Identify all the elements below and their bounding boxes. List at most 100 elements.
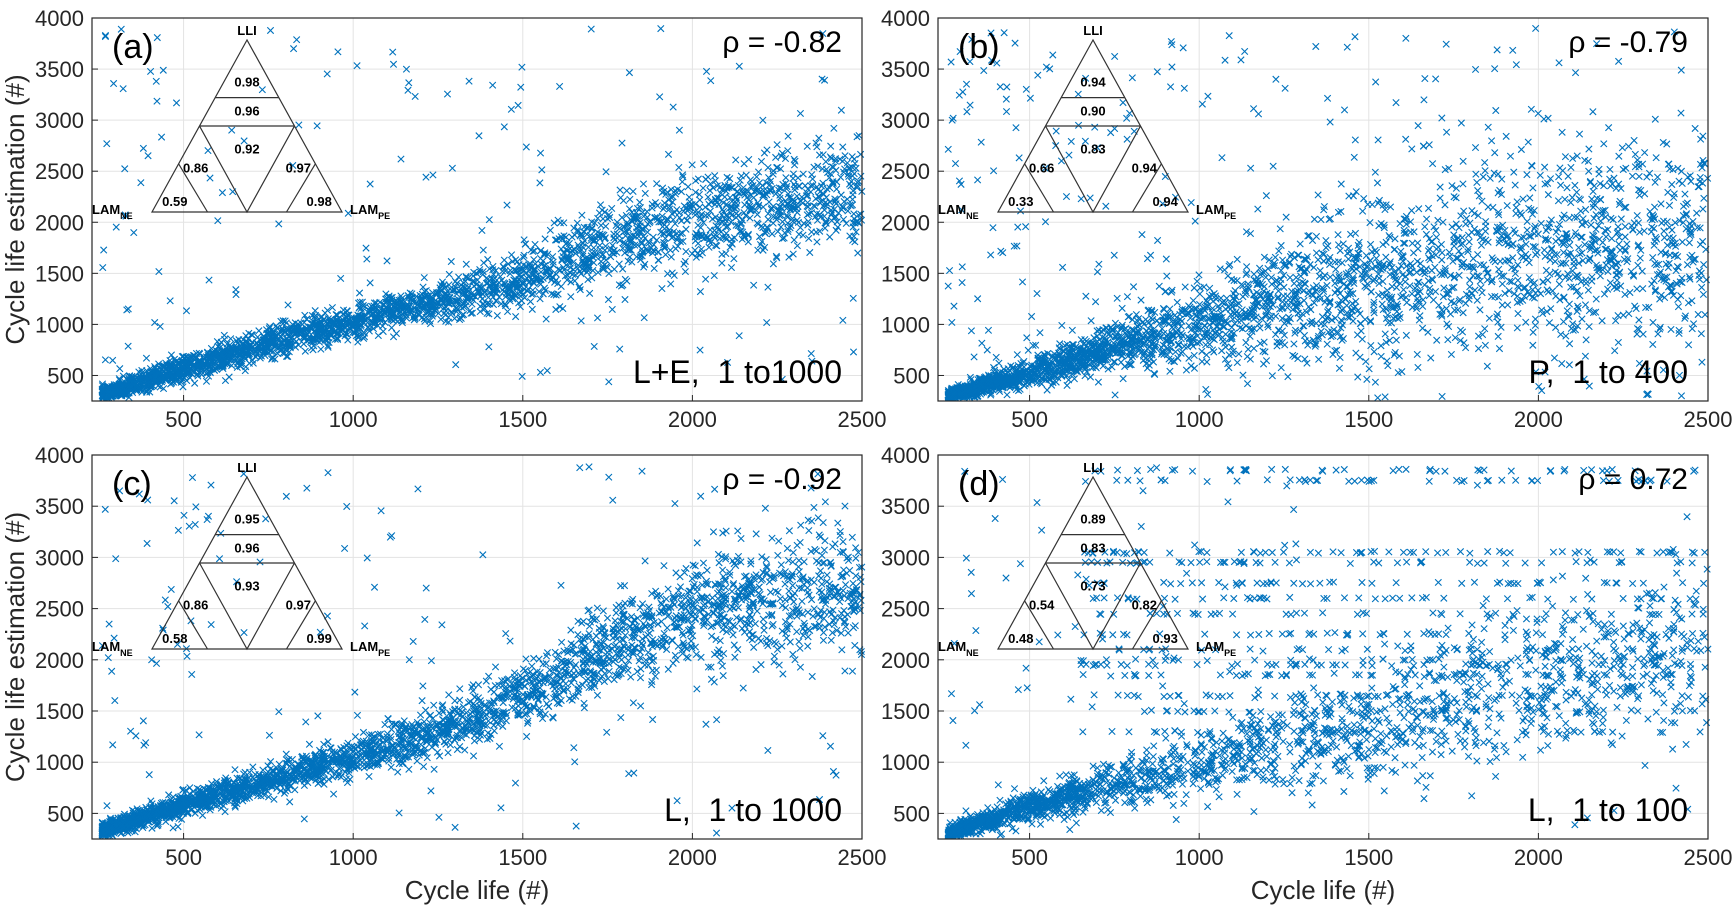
- scatter-point: [528, 290, 536, 298]
- y-tick-label: 1500: [35, 261, 84, 286]
- scatter-point: [702, 275, 710, 283]
- scatter-point: [782, 174, 790, 182]
- scatter-point: [103, 140, 111, 148]
- scatter-point: [536, 149, 545, 157]
- scatter-point: [837, 191, 845, 199]
- scatter-point: [489, 81, 497, 89]
- scatter-point: [323, 70, 331, 78]
- scatter-point: [334, 48, 342, 56]
- scatter-point: [289, 161, 297, 170]
- triangle-top-label: LLI: [237, 23, 257, 38]
- x-tick-label: 1000: [329, 407, 378, 432]
- scatter-point: [842, 219, 850, 227]
- scatter-point: [616, 186, 624, 194]
- scatter-point: [587, 25, 595, 33]
- scatter-point: [519, 253, 528, 262]
- triangle-value-right-inner: 0.97: [286, 160, 311, 175]
- scatter-point: [179, 383, 187, 391]
- scatter-point: [710, 271, 718, 280]
- scatter-point: [137, 179, 145, 187]
- scatter-point: [775, 184, 783, 192]
- scatter-point: [772, 252, 780, 260]
- scatter-point: [366, 279, 374, 287]
- correlation-label: ρ = -0.82: [722, 26, 842, 59]
- scatter-point: [783, 211, 791, 220]
- scatter-point: [707, 77, 715, 85]
- scatter-point: [337, 274, 345, 283]
- scatter-point: [675, 163, 683, 172]
- x-tick-label: 2000: [668, 407, 717, 432]
- scatter-point: [372, 299, 380, 307]
- scatter-point: [781, 154, 790, 163]
- scatter-series: [98, 25, 866, 402]
- scatter-point: [726, 243, 734, 251]
- scatter-point: [658, 284, 666, 293]
- scatter-point: [503, 307, 512, 316]
- scatter-point: [747, 182, 755, 190]
- scatter-point: [793, 242, 801, 250]
- x-tick-label: 500: [165, 407, 202, 432]
- scatter-point: [819, 29, 827, 38]
- y-axis-label: Cycle life estimation (#): [0, 74, 30, 344]
- scatter-point: [670, 271, 678, 279]
- triangle-value-top1: 0.98: [234, 74, 259, 89]
- scatter-point: [718, 259, 726, 267]
- y-tick-label: 2000: [35, 210, 84, 235]
- scatter-point: [852, 228, 860, 236]
- scatter-point: [676, 230, 685, 238]
- scatter-point: [155, 267, 163, 276]
- scatter-point: [735, 62, 743, 70]
- scatter-point: [475, 132, 483, 140]
- scatter-point: [854, 249, 862, 257]
- scatter-point: [785, 253, 793, 261]
- triangle-value-left-inner: 0.86: [183, 160, 208, 175]
- scatter-point: [838, 202, 846, 210]
- scatter-point: [603, 214, 612, 223]
- scatter-point: [777, 223, 785, 231]
- scatter-point: [496, 273, 504, 281]
- panel-0: 500 1000 1500 2000 2500500100015002000250030…: [0, 6, 886, 432]
- triangle-value-left-corner: 0.59: [162, 194, 187, 209]
- y-tick-label: 500: [47, 363, 84, 388]
- y-tick-label: 1000: [35, 312, 84, 337]
- scatter-point: [447, 257, 455, 266]
- y-tick-label: 3000: [35, 108, 84, 133]
- scatter-point: [284, 301, 292, 309]
- scatter-point: [854, 217, 862, 225]
- scatter-point: [789, 217, 797, 225]
- scatter-point: [382, 290, 390, 298]
- scatter-point: [639, 180, 648, 188]
- x-tick-label: 2500: [838, 407, 887, 432]
- scatter-point: [854, 177, 862, 185]
- triangle-value-center: 0.92: [234, 142, 259, 157]
- scatter-point: [151, 318, 159, 327]
- scatter-point: [411, 92, 419, 101]
- scatter-point: [485, 216, 493, 224]
- scatter-point: [845, 163, 854, 172]
- panel-1: 500 1000 1500 2000 2500500100015002000250030…: [881, 6, 1732, 432]
- scatter-point: [429, 171, 437, 179]
- scatter-point: [405, 79, 413, 87]
- y-tick-label: 2500: [35, 159, 84, 184]
- scatter-point: [130, 228, 138, 237]
- y-tick-label: 3500: [35, 57, 84, 82]
- scatter-point: [623, 187, 631, 195]
- scatter-point: [518, 63, 526, 71]
- triangle-value-right-corner: 0.98: [307, 194, 332, 209]
- scatter-point: [594, 268, 602, 276]
- panel-label: (a): [112, 28, 154, 66]
- scatter-point: [851, 159, 859, 168]
- scatter-point: [608, 305, 616, 314]
- scatter-point: [166, 297, 174, 305]
- scatter-point: [301, 311, 309, 319]
- scatter-point: [478, 226, 486, 235]
- y-tick-label: 4000: [35, 6, 84, 31]
- scatter-point: [754, 246, 762, 254]
- scatter-point: [764, 164, 772, 172]
- scatter-point: [479, 246, 487, 254]
- scatter-point: [503, 201, 511, 209]
- scatter-point: [839, 143, 847, 151]
- scatter-point: [146, 67, 155, 76]
- scatter-point: [493, 312, 501, 320]
